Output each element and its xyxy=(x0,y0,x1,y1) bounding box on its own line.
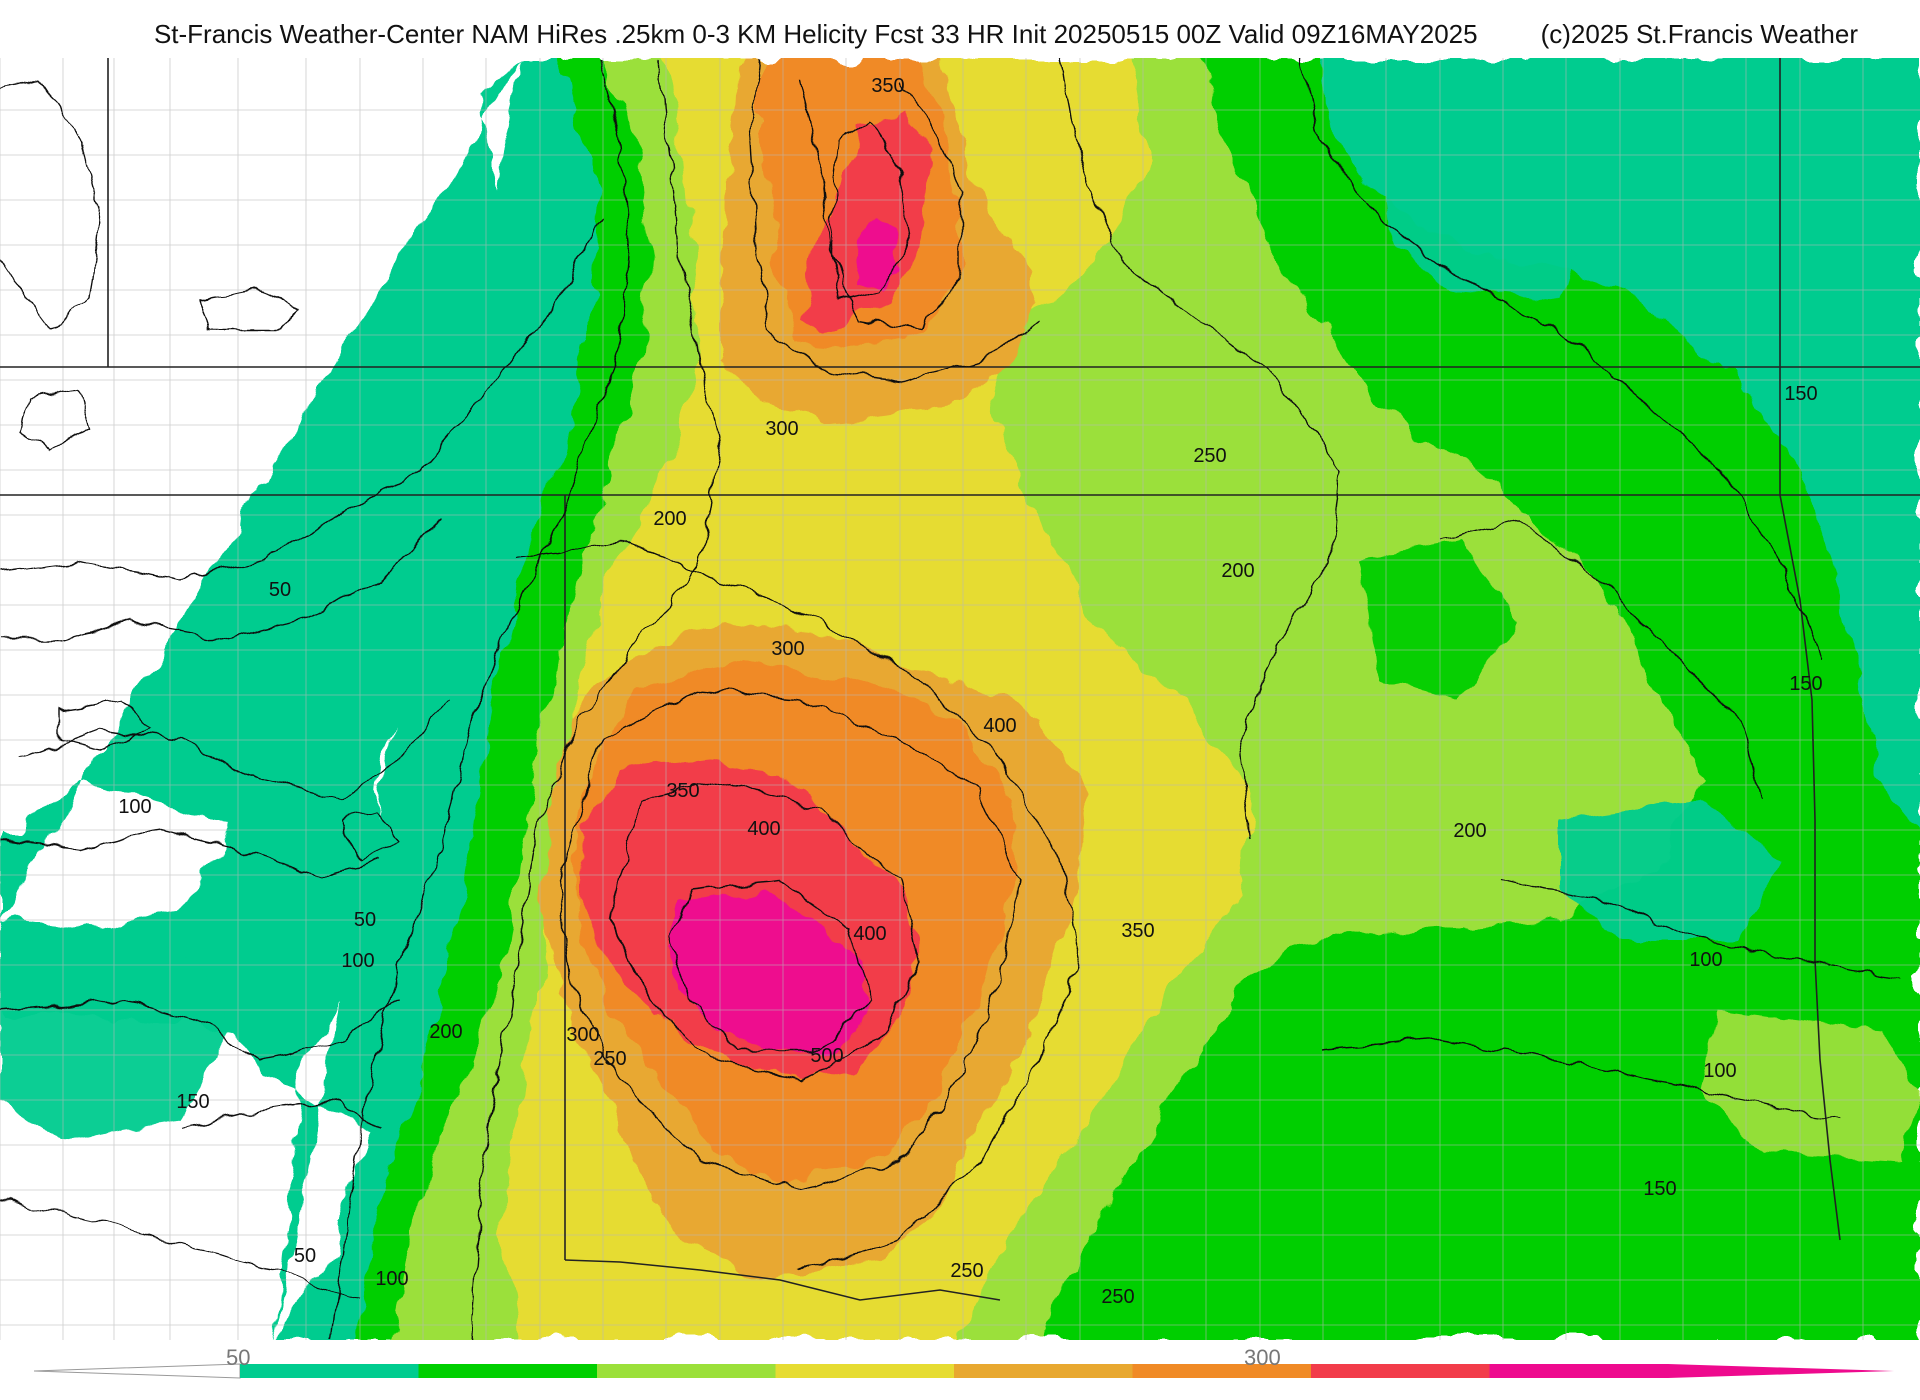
contour-label: 200 xyxy=(1221,560,1254,582)
map-title-bar: St-Francis Weather-Center NAM HiRes .25k… xyxy=(0,0,1920,58)
colorbar-segment xyxy=(1489,1364,1669,1378)
county-grid xyxy=(0,58,1920,1340)
contour-label: 500 xyxy=(810,1045,843,1067)
contour-label: 350 xyxy=(871,75,904,97)
contour-label: 350 xyxy=(666,780,699,802)
contour-label: 250 xyxy=(593,1048,626,1070)
contour-label: 300 xyxy=(771,638,804,660)
contour-label: 300 xyxy=(765,418,798,440)
contour-label: 200 xyxy=(1453,820,1486,842)
helicity-contours xyxy=(0,58,1901,1340)
contour-label: 100 xyxy=(1703,1060,1736,1082)
contour-label: 150 xyxy=(1643,1178,1676,1200)
helicity-patch-east-2 xyxy=(1560,800,1780,940)
colorbar-high-arrow xyxy=(1668,1364,1894,1378)
colorbar-segment xyxy=(1132,1364,1312,1378)
contour-label: 100 xyxy=(1689,949,1722,971)
map-title: St-Francis Weather-Center NAM HiRes .25k… xyxy=(153,19,1478,49)
state-boundaries xyxy=(0,58,1920,1301)
colorbar-segment xyxy=(240,1364,419,1378)
contour-label: 150 xyxy=(1784,383,1817,405)
contour-label: 250 xyxy=(950,1260,983,1282)
colorbar-segment xyxy=(1311,1364,1490,1378)
contour-label: 400 xyxy=(983,715,1016,737)
contour-label: 150 xyxy=(1789,673,1822,695)
helicity-band-400 xyxy=(665,220,900,1055)
colorbar-tick-label: 300 xyxy=(1244,1345,1281,1370)
colorbar-segment xyxy=(597,1364,776,1378)
colorbar-segment xyxy=(418,1364,598,1378)
contour-label: 100 xyxy=(375,1268,408,1290)
contour-label: 350 xyxy=(1121,920,1154,942)
contour-label: 50 xyxy=(354,909,376,931)
contour-label: 400 xyxy=(747,818,780,840)
contour-label: 150 xyxy=(176,1091,209,1113)
contour-label: 50 xyxy=(269,579,291,601)
contour-label: 50 xyxy=(294,1245,316,1267)
contour-label: 250 xyxy=(1193,445,1226,467)
colorbar-segment xyxy=(954,1364,1133,1378)
colorbar-tick-label: 50 xyxy=(226,1345,251,1370)
contour-labels: 3503002502002001505030040015035040010020… xyxy=(118,75,1822,1308)
colorbar-segment xyxy=(775,1364,955,1378)
contour-label: 100 xyxy=(341,950,374,972)
contour-label: 250 xyxy=(1101,1286,1134,1308)
contour-label: 400 xyxy=(853,923,886,945)
contour-label: 300 xyxy=(566,1024,599,1046)
helicity-map: 3503002502002001505030040015035040010020… xyxy=(0,58,1920,1340)
helicity-patch-sw xyxy=(0,930,230,1140)
colorbar xyxy=(34,1363,1894,1379)
contour-label: 200 xyxy=(429,1021,462,1043)
helicity-patch-east-1 xyxy=(1380,130,1600,300)
helicity-patch-east-4 xyxy=(1700,1010,1920,1160)
colorbar-low-arrow xyxy=(34,1363,241,1379)
contour-label: 100 xyxy=(118,796,151,818)
contour-label: 200 xyxy=(653,508,686,530)
helicity-band-350 xyxy=(580,110,930,1080)
copyright: (c)2025 St.Francis Weather xyxy=(1540,19,1858,49)
